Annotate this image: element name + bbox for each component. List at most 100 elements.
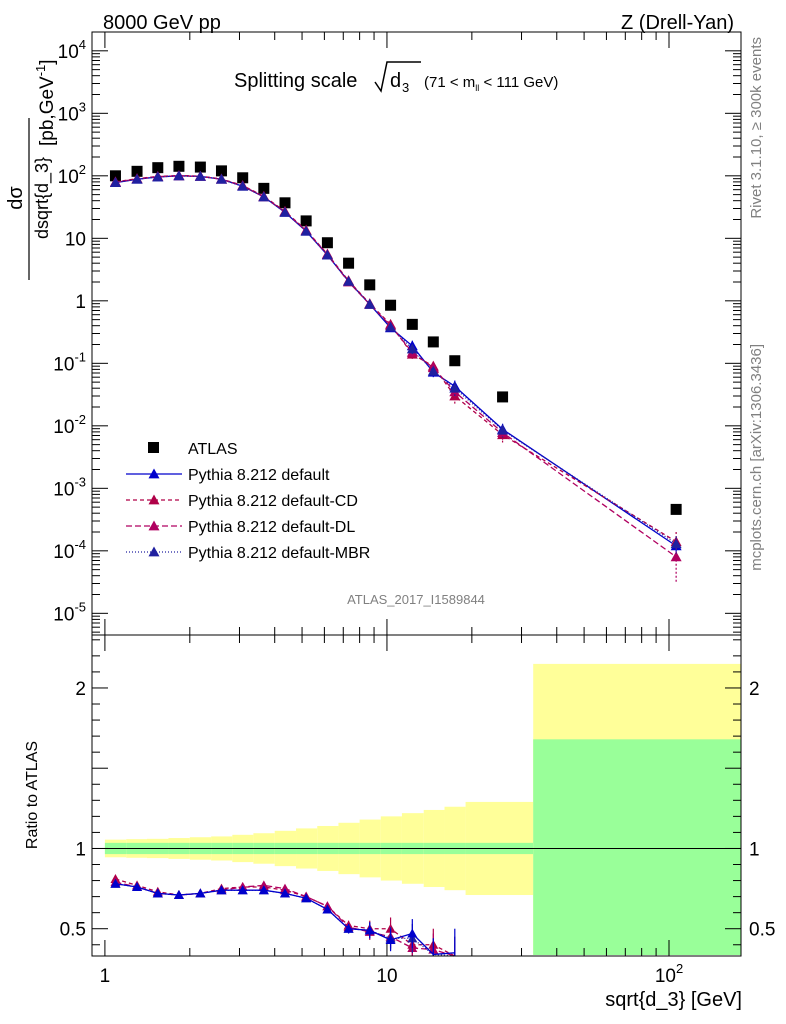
atlas-point: [173, 160, 185, 172]
series-point: [449, 382, 461, 393]
atlas-point: [670, 503, 682, 515]
legend-entry: Pythia 8.212 default-DL: [126, 519, 355, 536]
series-point: [406, 343, 418, 354]
legend-entry: Pythia 8.212 default-MBR: [126, 545, 370, 562]
legend-label: Pythia 8.212 default-MBR: [188, 545, 370, 562]
series-point: [385, 321, 397, 332]
main-title-text: Splitting scale: [234, 70, 357, 92]
series-point: [215, 173, 227, 184]
ratio-point: [385, 934, 396, 944]
y-title-numerator: dσ: [5, 186, 27, 210]
series-point: [321, 249, 333, 260]
atlas-point: [300, 215, 312, 227]
ratio-point: [301, 893, 312, 903]
y-tick-label: 10-3: [53, 474, 86, 500]
legend-label: ATLAS: [188, 441, 238, 458]
ratio-plot-marks: [110, 873, 456, 957]
legend-marker: [148, 468, 160, 479]
series-point: [300, 225, 312, 236]
series-0: [109, 160, 682, 515]
legend-label: Pythia 8.212 default: [188, 467, 330, 484]
ratio-point: [110, 878, 121, 888]
series-point: [258, 191, 270, 202]
atlas-point: [385, 299, 397, 311]
series-point: [173, 170, 185, 181]
legend-entry: ATLAS: [148, 441, 238, 458]
y-tick-label: 10-5: [53, 599, 86, 625]
legend-label: Pythia 8.212 default-CD: [188, 493, 358, 510]
ratio-point: [132, 881, 143, 891]
ratio-point: [343, 923, 354, 933]
atlas-point: [497, 391, 509, 403]
y-title-unit: [pb,GeV-1]: [33, 59, 58, 146]
legend-marker: [148, 494, 160, 505]
ratio-point: [173, 890, 184, 900]
ratio-point: [216, 885, 227, 895]
ratio-point: [279, 883, 290, 893]
series-4: [109, 170, 682, 554]
side-label-bottom: mcplots.cern.ch [arXiv:1306.3436]: [748, 344, 765, 571]
main-axes: 10-5 10-4 10-3 10-2 10-1 1 10 102 103 104: [53, 31, 741, 635]
sqrt-symbol-icon: [374, 61, 421, 93]
atlas-point: [406, 318, 418, 330]
legend-entry: Pythia 8.212 default: [126, 467, 330, 484]
series-point: [497, 424, 509, 435]
legend-marker: [148, 520, 160, 531]
legend: ATLAS Pythia 8.212 default Pythia 8.212 de…: [126, 441, 370, 562]
ratio-uncertainty-bands: [104, 663, 741, 955]
atlas-point: [152, 162, 164, 174]
ratio-point: [364, 925, 375, 935]
atlas-point: [215, 165, 227, 177]
x-tick-label: 102: [655, 961, 683, 987]
legend-label: Pythia 8.212 default-DL: [188, 519, 355, 536]
series-line: [115, 174, 677, 543]
series-point: [670, 538, 682, 549]
atlas-point: [449, 355, 461, 367]
legend-marker: [148, 546, 160, 557]
atlas-point: [427, 336, 439, 348]
ratio-point: [279, 888, 290, 898]
atlas-point: [194, 161, 206, 173]
series-point: [364, 298, 376, 309]
y-tick-label: 10: [65, 229, 86, 250]
atlas-point: [109, 170, 121, 182]
y-tick-label: 104: [58, 37, 86, 63]
y-tick-label: 103: [58, 99, 86, 125]
ratio-y-tick-label-right: 1: [749, 839, 760, 860]
atlas-point: [364, 279, 376, 291]
series-point: [194, 170, 206, 181]
x-axis-title: sqrt{d_3} [GeV]: [605, 989, 742, 1011]
legend-entry: Pythia 8.212 default-CD: [126, 493, 358, 510]
main-title-range: (71 < mll < 111 GeV): [424, 74, 558, 93]
ratio-point: [322, 904, 333, 914]
atlas-point: [131, 165, 143, 177]
ratio-axes: 0.5 0.5 1 1 2 2 1 10 102: [60, 635, 775, 987]
ratio-point: [237, 885, 248, 895]
ratio-point: [407, 928, 418, 938]
y-axis-title-ratio: Ratio to ATLAS: [24, 741, 41, 849]
series-point: [131, 173, 143, 184]
analysis-watermark: ATLAS_2017_I1589844: [347, 592, 485, 607]
header-right: Z (Drell-Yan): [621, 12, 734, 34]
y-tick-label: 10-2: [53, 412, 86, 438]
y-title-denominator: dsqrt{d_3}: [32, 157, 53, 239]
ratio-point: [152, 888, 163, 898]
ratio-y-tick-label-left: 2: [75, 679, 86, 700]
ratio-series-0: [110, 878, 456, 956]
atlas-point: [258, 182, 270, 194]
atlas-point: [237, 172, 249, 184]
x-tick-label: 1: [100, 966, 111, 987]
atlas-point: [321, 237, 333, 249]
series-point: [427, 365, 439, 376]
legend-marker: [148, 442, 159, 453]
atlas-point: [279, 197, 291, 209]
main-title-symbol-sub: 3: [402, 80, 409, 95]
ratio-point: [258, 880, 269, 890]
y-tick-label: 1: [75, 292, 86, 313]
y-tick-label: 10-4: [53, 537, 86, 563]
side-label-top: Rivet 3.1.10, ≥ 300k events: [748, 37, 765, 219]
atlas-point: [343, 257, 355, 269]
y-axis-title-main: dσ dsqrt{d_3} [pb,GeV-1]: [5, 59, 58, 280]
series-line: [115, 175, 677, 545]
